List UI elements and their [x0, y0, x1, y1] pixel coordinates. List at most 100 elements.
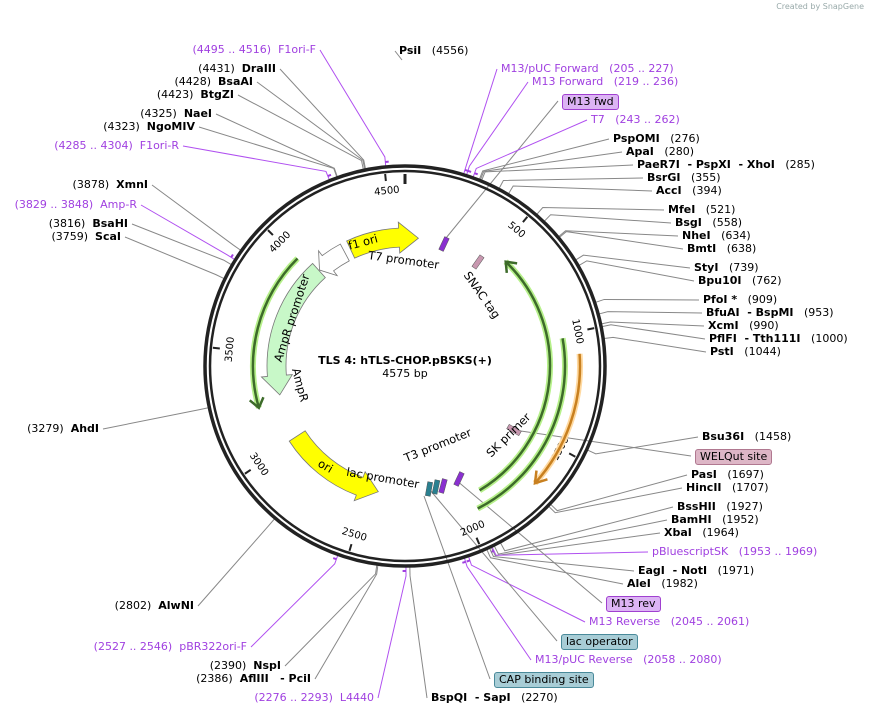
leader-line	[550, 474, 688, 512]
enzyme-site-label[interactable]: (4431) DraIII	[198, 62, 276, 75]
enzyme-site-label[interactable]: (3878) XmnI	[73, 178, 148, 191]
enzyme-site-label[interactable]: XcmI (990)	[708, 319, 779, 332]
label-position: (219 .. 236)	[613, 75, 679, 88]
label-name: BssHII	[677, 500, 716, 513]
label-position: (2045 .. 2061)	[670, 615, 750, 628]
label-position: (355)	[690, 171, 721, 184]
enzyme-site-label[interactable]: BssHII (1927)	[677, 500, 763, 513]
label-position: (1000)	[811, 332, 848, 345]
tick-mark	[212, 346, 220, 350]
leader-line	[601, 324, 706, 340]
label-name: BmtI	[687, 242, 717, 255]
enzyme-site-label[interactable]: PflFI - Tth111I (1000)	[709, 332, 848, 345]
label-position: (285)	[785, 158, 815, 171]
leader-line	[481, 164, 634, 181]
label-name: DraIII	[241, 62, 276, 75]
primer-label[interactable]: (4495 .. 4516) F1ori-F	[193, 43, 317, 56]
enzyme-site-label[interactable]: (4323) NgoMIV	[103, 120, 195, 133]
enzyme-site-label[interactable]: (3279) AhdI	[27, 422, 99, 435]
leader-line	[215, 113, 338, 177]
enzyme-site-label[interactable]: NheI (634)	[682, 229, 751, 242]
label-position: (2276 .. 2293)	[254, 691, 333, 704]
enzyme-site-label[interactable]: PspOMI (276)	[613, 132, 700, 145]
enzyme-site-label[interactable]: BspQI - SapI (2270)	[431, 691, 558, 704]
leader-line	[140, 204, 235, 260]
enzyme-site-label[interactable]: (2802) AlwNI	[115, 599, 194, 612]
label-name: NaeI	[183, 107, 212, 120]
enzyme-site-label[interactable]: AccI (394)	[656, 184, 722, 197]
tick-label: 500	[505, 220, 527, 241]
feature-mark	[438, 236, 450, 252]
label-position: (1044)	[744, 345, 781, 358]
feature-box-label[interactable]: WELQut site	[695, 449, 773, 465]
enzyme-site-label[interactable]: BsrGI (355)	[647, 171, 721, 184]
leader-line	[486, 549, 624, 585]
enzyme-site-label[interactable]: (3816) BsaHI	[49, 217, 128, 230]
enzyme-site-label[interactable]: MfeI (521)	[668, 203, 735, 216]
primer-label[interactable]: M13/pUC Forward (205 .. 227)	[501, 62, 674, 75]
primer-label[interactable]: pBluescriptSK (1953 .. 1969)	[652, 545, 817, 558]
label-name: PflFI - Tth111I	[709, 332, 801, 345]
enzyme-site-label[interactable]: (2390) NspI	[210, 659, 281, 672]
label-position: (953)	[804, 306, 834, 319]
label-name: XmnI	[116, 178, 148, 191]
label-name: AflIII - PciI	[239, 672, 311, 685]
leader-line	[536, 206, 665, 215]
feature-box-label[interactable]: M13 rev	[606, 596, 661, 612]
label-position: (4556)	[431, 44, 469, 57]
feature-box-label[interactable]: CAP binding site	[494, 672, 594, 688]
enzyme-site-label[interactable]: Bpu10I (762)	[698, 274, 782, 287]
leader-line	[604, 336, 707, 353]
label-name: AleI	[627, 577, 651, 590]
leader-line	[237, 94, 364, 170]
label-name: M13 Reverse	[589, 615, 661, 628]
leader-line	[575, 254, 691, 269]
enzyme-site-label[interactable]: PasI (1697)	[691, 468, 764, 481]
tick-mark	[587, 327, 595, 331]
enzyme-site-label[interactable]: (3759) ScaI	[51, 230, 121, 243]
enzyme-site-label[interactable]: (4423) BtgZI	[157, 88, 234, 101]
enzyme-site-label[interactable]: BsgI (558)	[675, 216, 742, 229]
enzyme-site-label[interactable]: AleI (1982)	[627, 577, 698, 590]
leader-line	[394, 50, 403, 61]
enzyme-site-label[interactable]: PaeR7I - PspXI - XhoI (285)	[637, 158, 815, 171]
leader-line	[513, 429, 692, 457]
enzyme-site-label[interactable]: Bsu36I (1458)	[702, 430, 791, 443]
enzyme-site-label[interactable]: (4428) BsaAI	[174, 75, 253, 88]
enzyme-site-label[interactable]: HincII (1707)	[686, 481, 769, 494]
feature-mark	[453, 471, 465, 487]
leader-line	[587, 436, 699, 455]
feature-mark	[431, 479, 441, 495]
label-position: (1697)	[727, 468, 764, 481]
primer-label[interactable]: T7 (243 .. 262)	[591, 113, 680, 126]
primer-label[interactable]: M13 Forward (219 .. 236)	[532, 75, 678, 88]
enzyme-site-label[interactable]: BamHI (1952)	[671, 513, 759, 526]
enzyme-site-label[interactable]: (2386) AflIII - PciI	[196, 672, 311, 685]
enzyme-site-label[interactable]: StyI (739)	[694, 261, 759, 274]
primer-label[interactable]: (3829 .. 3848) Amp-R	[15, 198, 137, 211]
enzyme-site-label[interactable]: PfoI * (909)	[703, 293, 777, 306]
enzyme-site-label[interactable]: XbaI (1964)	[664, 526, 739, 539]
feature-box-label[interactable]: M13 fwd	[562, 94, 619, 110]
label-name: PfoI *	[703, 293, 738, 306]
primer-label[interactable]: M13/pUC Reverse (2058 .. 2080)	[535, 653, 722, 666]
label-name: Bsu36I	[702, 430, 745, 443]
plasmid-length: 4575 bp	[382, 367, 428, 380]
enzyme-site-label[interactable]: BfuAI - BspMI (953)	[706, 306, 834, 319]
enzyme-site-label[interactable]: EagI - NotI (1971)	[638, 564, 754, 577]
label-position: (3829 .. 3848)	[14, 198, 94, 211]
feature-mark	[438, 478, 448, 494]
feature-box-label[interactable]: lac operator	[561, 634, 638, 650]
enzyme-site-label[interactable]: BmtI (638)	[687, 242, 756, 255]
primer-label[interactable]: (2276 .. 2293) L4440	[254, 691, 374, 704]
enzyme-site-label[interactable]: (4325) NaeI	[140, 107, 212, 120]
label-position: (205 .. 227)	[609, 62, 674, 75]
primer-label[interactable]: M13 Reverse (2045 .. 2061)	[589, 615, 749, 628]
enzyme-site-label[interactable]: PsiI (4556)	[399, 44, 468, 57]
label-position: (2270)	[521, 691, 558, 704]
feature-insert-cds-line	[478, 260, 552, 492]
enzyme-site-label[interactable]: ApaI (280)	[626, 145, 694, 158]
enzyme-site-label[interactable]: PstI (1044)	[710, 345, 781, 358]
primer-label[interactable]: (2527 .. 2546) pBR322ori-F	[94, 640, 247, 653]
primer-label[interactable]: (4285 .. 4304) F1ori-R	[54, 139, 179, 152]
